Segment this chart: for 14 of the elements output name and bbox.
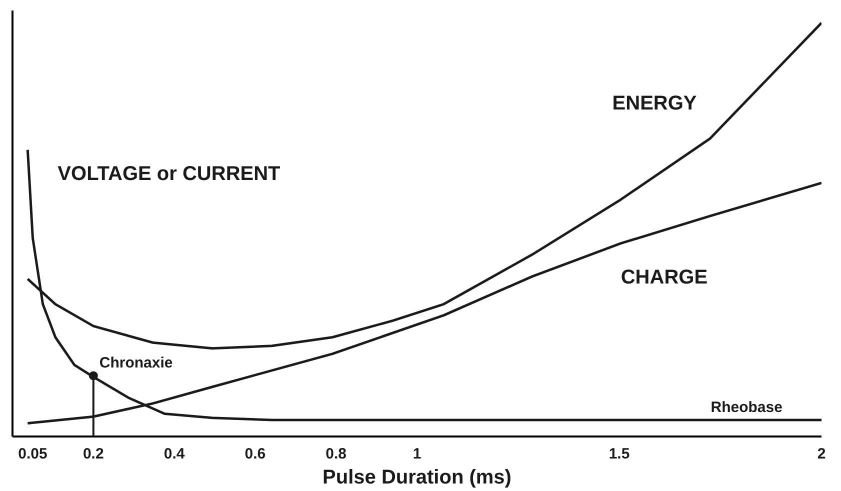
x-tick-label: 1 (412, 446, 422, 462)
x-tick-label: 0.05 (18, 446, 48, 462)
annotation: Rheobase (710, 398, 782, 416)
series-label: ENERGY (612, 92, 698, 115)
x-tick-label: 0.6 (244, 446, 266, 462)
series-label: CHARGE (620, 266, 708, 288)
x-tick-label: 0.2 (82, 446, 104, 462)
annotation: Chronaxie (99, 354, 173, 372)
x-axis-title: Pulse Duration (ms) (322, 466, 512, 488)
x-tick-label: 0.8 (326, 446, 347, 462)
x-tick-label: 2 (817, 446, 826, 462)
series-label: VOLTAGE or CURRENT (58, 162, 280, 185)
x-tick-label: 0.4 (164, 446, 186, 462)
x-tick-label: 1.5 (608, 446, 630, 462)
